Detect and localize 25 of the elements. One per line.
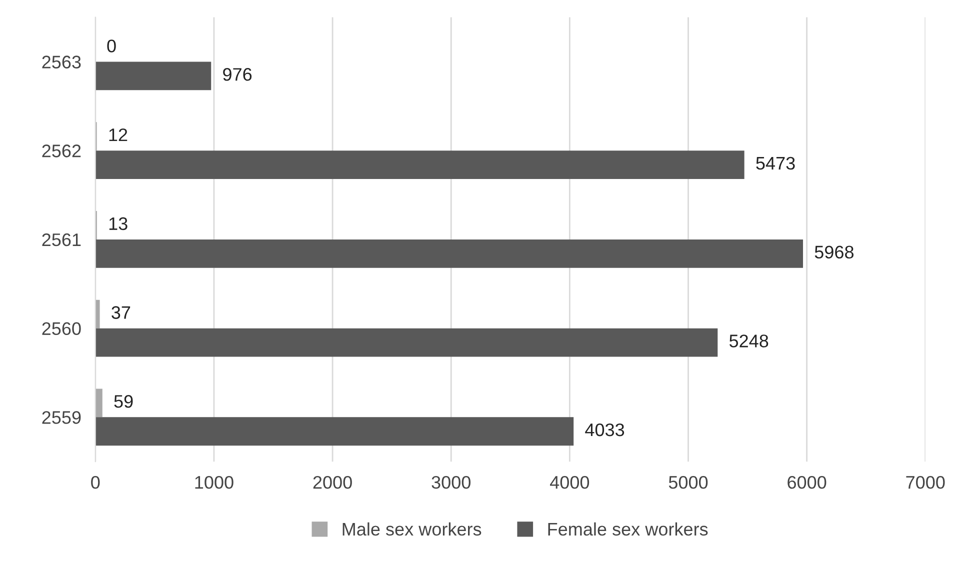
y-tick-label: 2559 xyxy=(42,411,81,424)
x-tick-label: 6000 xyxy=(788,476,826,489)
data-label: 12 xyxy=(109,128,128,142)
data-label: 5473 xyxy=(756,156,795,170)
y-tick-label: 2563 xyxy=(42,56,81,68)
y-tick-label: 2561 xyxy=(42,233,81,246)
data-label: 59 xyxy=(114,395,133,408)
data-label: 13 xyxy=(109,217,128,230)
x-tick-label: 7000 xyxy=(906,476,945,489)
data-label: 0 xyxy=(107,40,116,52)
y-tick-label: 2560 xyxy=(42,322,81,336)
x-tick-label: 2000 xyxy=(313,476,352,489)
legend-label: Male sex workers xyxy=(342,522,482,536)
x-tick-label: 1000 xyxy=(195,476,234,489)
data-label: 5968 xyxy=(814,246,854,259)
data-label: 37 xyxy=(112,306,130,319)
data-label: 976 xyxy=(223,68,252,81)
data-label: 4033 xyxy=(585,423,624,436)
x-tick-label: 5000 xyxy=(668,476,708,489)
y-tick-label: 2562 xyxy=(42,144,81,158)
x-tick-label: 4000 xyxy=(550,476,590,489)
x-tick-label: 0 xyxy=(91,476,100,489)
data-label: 5248 xyxy=(729,334,768,348)
legend-label: Female sex workers xyxy=(548,522,708,536)
x-tick-label: 3000 xyxy=(432,476,470,489)
